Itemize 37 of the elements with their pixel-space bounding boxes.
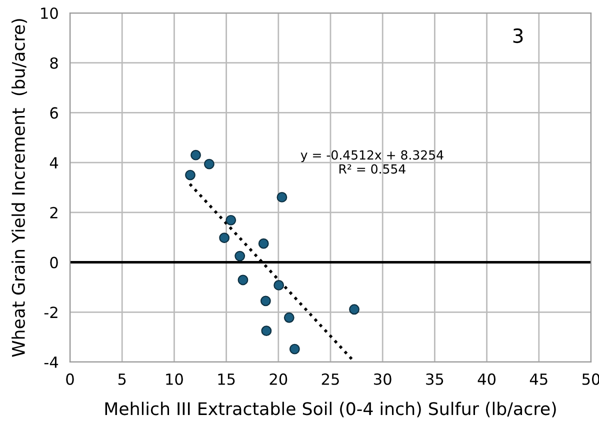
point [238, 274, 248, 286]
point [190, 150, 201, 160]
point [234, 250, 246, 262]
annotation: y = -0.4512x + 8.3254 R² = 0.554 [300, 150, 444, 174]
x-tick-label: 45 [530, 374, 548, 385]
point [289, 344, 300, 354]
y-tick-label: 6 [50, 107, 58, 119]
x-tick-label: 35 [426, 373, 444, 385]
point [284, 312, 294, 323]
y-tick-label: 0 [50, 256, 58, 268]
point [261, 326, 272, 336]
x-tick-label: 0 [66, 373, 74, 385]
x-axis-title: Mehlich III Extractable Soil (0-4 inch) Sulfur (lb/acre) [105, 402, 556, 418]
y-tick-label: 2 [50, 206, 58, 218]
point [219, 232, 230, 244]
y-tick-label: 4 [50, 157, 58, 168]
y-axis-title: Wheat Grain Yield Increment (bu/acre) [12, 19, 28, 357]
point [260, 296, 271, 306]
y-tick-label: -4 [44, 356, 58, 368]
x-tick-label: 10 [166, 373, 183, 385]
point [349, 304, 360, 315]
annotation: 3 [513, 28, 523, 44]
point [276, 192, 288, 202]
point [258, 238, 269, 249]
point [204, 158, 214, 170]
x-tick-label: 20 [270, 373, 288, 385]
y-tick-label: 10 [41, 7, 58, 20]
point [226, 214, 236, 226]
y-tick-label: -2 [44, 306, 58, 318]
point [274, 280, 284, 290]
x-tick-label: 30 [374, 373, 392, 385]
x-tick-label: 40 [478, 373, 496, 385]
y-tick-label: 8 [50, 57, 58, 69]
x-tick-label: 25 [322, 373, 339, 385]
x-tick-label: 5 [118, 374, 126, 385]
point [185, 170, 196, 180]
x-tick-label: 15 [218, 374, 235, 385]
